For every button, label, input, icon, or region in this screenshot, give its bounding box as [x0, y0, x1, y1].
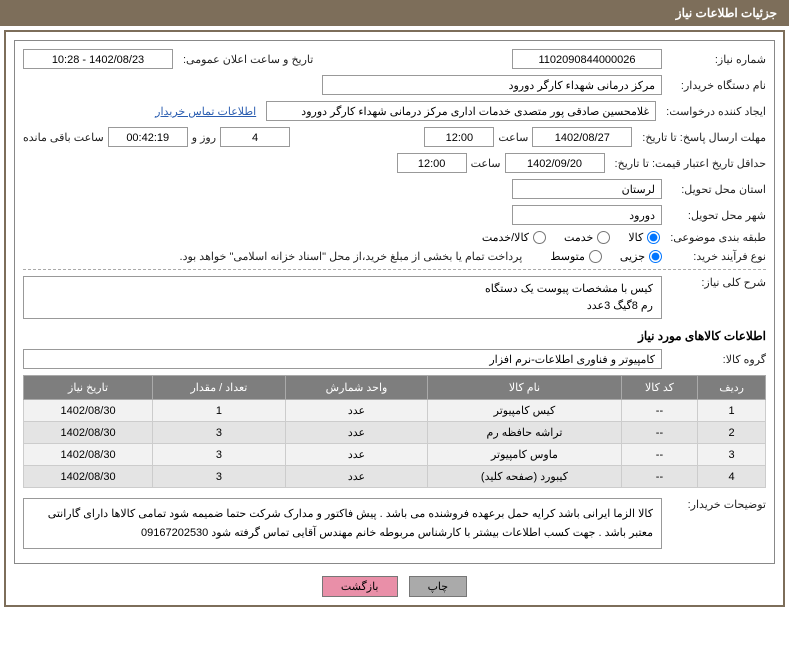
- table-cell: --: [621, 444, 697, 466]
- table-header: تعداد / مقدار: [153, 376, 286, 400]
- table-cell: 1402/08/30: [24, 400, 153, 422]
- table-cell: تراشه حافظه رم: [428, 422, 622, 444]
- table-row: 2--تراشه حافظه رمعدد31402/08/30: [24, 422, 766, 444]
- label-city: شهر محل تحویل:: [666, 209, 766, 222]
- table-cell: 4: [698, 466, 766, 488]
- label-announce-dt: تاریخ و ساعت اعلان عمومی:: [177, 53, 313, 66]
- radio-group-category: کالا خدمت کالا/خدمت: [482, 231, 660, 244]
- link-buyer-contact[interactable]: اطلاعات تماس خریدار: [149, 105, 262, 118]
- table-header: تاریخ نیاز: [24, 376, 153, 400]
- table-cell: 3: [153, 444, 286, 466]
- table-cell: 3: [153, 466, 286, 488]
- field-goods-group: کامپیوتر و فناوری اطلاعات-نرم افزار: [23, 349, 662, 369]
- table-cell: عدد: [285, 400, 427, 422]
- table-cell: عدد: [285, 466, 427, 488]
- table-cell: 1402/08/30: [24, 466, 153, 488]
- radio-cat-both[interactable]: کالا/خدمت: [482, 231, 546, 244]
- table-cell: 3: [153, 422, 286, 444]
- table-cell: 1: [153, 400, 286, 422]
- field-need-no: 1102090844000026: [512, 49, 662, 69]
- field-province: لرستان: [512, 179, 662, 199]
- field-announce-dt: 1402/08/23 - 10:28: [23, 49, 173, 69]
- table-cell: 1402/08/30: [24, 444, 153, 466]
- field-buyer-notes: کالا الزما ایرانی باشد کرایه حمل برعهده …: [23, 498, 662, 549]
- radio-cat-goods[interactable]: کالا: [628, 231, 660, 244]
- print-button[interactable]: چاپ: [409, 576, 468, 597]
- field-remain-days: 4: [220, 127, 290, 147]
- table-header: نام کالا: [428, 376, 622, 400]
- table-header: ردیف: [698, 376, 766, 400]
- table-cell: --: [621, 422, 697, 444]
- payment-note: پرداخت تمام یا بخشی از مبلغ خرید،از محل …: [180, 250, 523, 263]
- button-row: چاپ بازگشت: [14, 576, 775, 597]
- label-category: طبقه بندی موضوعی:: [664, 231, 766, 244]
- table-row: 4--کیبورد (صفحه کلید)عدد31402/08/30: [24, 466, 766, 488]
- table-cell: --: [621, 466, 697, 488]
- divider-1: [23, 269, 766, 270]
- page-header: جزئیات اطلاعات نیاز: [0, 0, 789, 26]
- label-price-valid: حداقل تاریخ اعتبار قیمت: تا تاریخ:: [609, 157, 766, 170]
- table-cell: عدد: [285, 422, 427, 444]
- table-row: 3--ماوس کامپیوترعدد31402/08/30: [24, 444, 766, 466]
- field-general-desc: کیس با مشخصات پیوست یک دستگاه رم 8گیگ 3ع…: [23, 276, 662, 319]
- field-price-valid-time: 12:00: [397, 153, 467, 173]
- table-cell: کیس کامپیوتر: [428, 400, 622, 422]
- field-requester: غلامحسین صادقی پور متصدی خدمات اداری مرک…: [266, 101, 656, 121]
- table-header: واحد شمارش: [285, 376, 427, 400]
- label-need-no: شماره نیاز:: [666, 53, 766, 66]
- label-time-2: ساعت: [471, 157, 501, 170]
- details-panel: شماره نیاز: 1102090844000026 تاریخ و ساع…: [14, 40, 775, 564]
- table-cell: 3: [698, 444, 766, 466]
- label-time-1: ساعت: [498, 131, 528, 144]
- field-reply-date: 1402/08/27: [532, 127, 632, 147]
- radio-pt-small[interactable]: جزیی: [620, 250, 662, 263]
- table-cell: ماوس کامپیوتر: [428, 444, 622, 466]
- table-row: 1--کیس کامپیوترعدد11402/08/30: [24, 400, 766, 422]
- radio-group-purchase: جزیی متوسط: [550, 250, 662, 263]
- table-cell: 1402/08/30: [24, 422, 153, 444]
- label-remain: ساعت باقی مانده: [23, 131, 104, 144]
- table-cell: 1: [698, 400, 766, 422]
- field-city: دورود: [512, 205, 662, 225]
- main-frame: AriaTender.net شماره نیاز: 1102090844000…: [4, 30, 785, 607]
- section-items-title: اطلاعات کالاهای مورد نیاز: [23, 329, 766, 343]
- table-header: کد کالا: [621, 376, 697, 400]
- table-cell: کیبورد (صفحه کلید): [428, 466, 622, 488]
- table-cell: عدد: [285, 444, 427, 466]
- radio-pt-medium[interactable]: متوسط: [550, 250, 602, 263]
- field-buyer-org: مرکز درمانی شهداء کارگر دورود: [322, 75, 662, 95]
- label-days-and: روز و: [192, 131, 216, 144]
- items-table: ردیفکد کالانام کالاواحد شمارشتعداد / مقد…: [23, 375, 766, 488]
- field-remain-hms: 00:42:19: [108, 127, 188, 147]
- field-reply-time: 12:00: [424, 127, 494, 147]
- label-buyer-org: نام دستگاه خریدار:: [666, 79, 766, 92]
- field-price-valid-date: 1402/09/20: [505, 153, 605, 173]
- label-goods-group: گروه کالا:: [666, 353, 766, 366]
- label-buyer-notes: توضیحات خریدار:: [666, 498, 766, 511]
- label-province: استان محل تحویل:: [666, 183, 766, 196]
- label-purchase-type: نوع فرآیند خرید:: [666, 250, 766, 263]
- table-cell: 2: [698, 422, 766, 444]
- back-button[interactable]: بازگشت: [322, 576, 398, 597]
- label-requester: ایجاد کننده درخواست:: [660, 105, 766, 118]
- table-cell: --: [621, 400, 697, 422]
- label-reply-deadline: مهلت ارسال پاسخ: تا تاریخ:: [636, 131, 766, 144]
- radio-cat-service[interactable]: خدمت: [564, 231, 610, 244]
- label-general-desc: شرح کلی نیاز:: [666, 276, 766, 289]
